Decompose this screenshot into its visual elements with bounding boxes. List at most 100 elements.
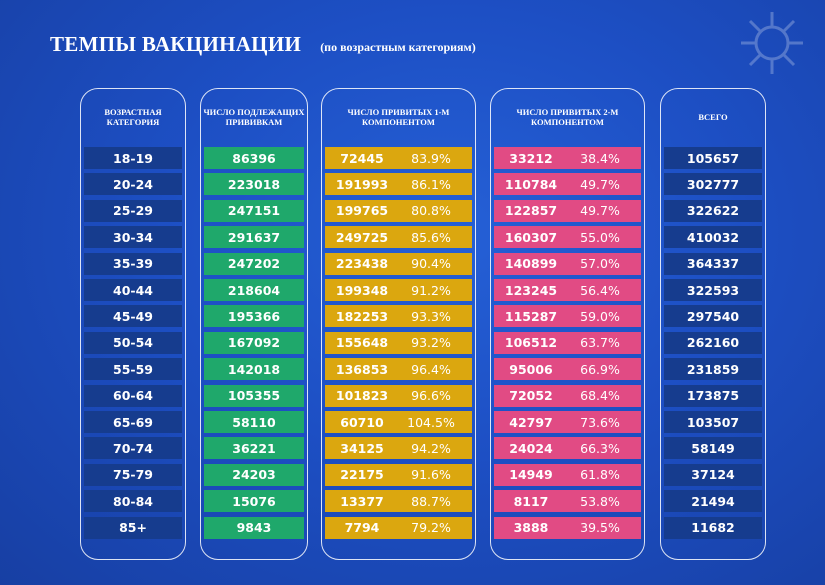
cell-first-percent: 80.8% — [411, 203, 451, 219]
cell-first: 199765 80.8% — [325, 199, 472, 222]
cell-first-percent: 91.2% — [411, 282, 451, 298]
cell-total: 364337 — [664, 252, 762, 275]
cell-second: 160307 55.0% — [494, 226, 641, 249]
cell-total: 103507 — [664, 411, 762, 433]
cell-age: 75-79 — [84, 463, 182, 486]
cell-second-percent: 68.4% — [580, 388, 620, 404]
cell-eligible: 24203 — [204, 463, 304, 486]
cell-first-count: 22175 — [340, 467, 384, 483]
cell-first: 7794 79.2% — [325, 516, 472, 539]
cell-first-percent: 96.6% — [411, 388, 451, 404]
cell-first: 182253 93.3% — [325, 305, 472, 328]
cell-second: 122857 49.7% — [494, 199, 641, 222]
column-header-first-component: ЧИСЛО ПРИВИТЫХ 1-М КОМПОНЕНТОМ — [347, 107, 450, 127]
cell-second-percent: 73.6% — [580, 414, 620, 430]
cell-total: 58149 — [664, 437, 762, 460]
cell-second-count: 24024 — [509, 440, 553, 456]
cell-second-count: 95006 — [509, 361, 553, 377]
cell-first: 13377 88.7% — [325, 490, 472, 513]
cell-second-percent: 39.5% — [580, 520, 620, 536]
cell-first: 199348 91.2% — [325, 279, 472, 301]
cell-first: 34125 94.2% — [325, 437, 472, 460]
cell-first-percent: 93.2% — [411, 335, 451, 351]
column-first-component: ЧИСЛО ПРИВИТЫХ 1-М КОМПОНЕНТОМ 72445 83.9… — [321, 88, 476, 560]
cell-first-percent: 88.7% — [411, 493, 451, 509]
cell-age: 25-29 — [84, 199, 182, 222]
cell-first-count: 223438 — [335, 256, 389, 272]
cell-second: 8117 53.8% — [494, 490, 641, 513]
cell-first-percent: 79.2% — [411, 520, 451, 536]
column-second-component: ЧИСЛО ПРИВИТЫХ 2-М КОМПОНЕНТОМ 33212 38.4… — [490, 88, 645, 560]
cell-age: 40-44 — [84, 279, 182, 301]
cell-second-count: 3888 — [513, 520, 549, 536]
column-header-second-component: ЧИСЛО ПРИВИТЫХ 2-М КОМПОНЕНТОМ — [516, 107, 619, 127]
cell-second-percent: 38.4% — [580, 150, 620, 166]
cell-first-count: 72445 — [340, 150, 384, 166]
cell-first-count: 191993 — [335, 176, 389, 192]
cell-second: 33212 38.4% — [494, 147, 641, 169]
title-row: ТЕМПЫ ВАКЦИНАЦИИ (по возрастным категори… — [50, 32, 476, 57]
cell-first-percent: 94.2% — [411, 440, 451, 456]
cell-age: 55-59 — [84, 358, 182, 381]
cell-second-count: 72052 — [509, 388, 553, 404]
cell-first-count: 199765 — [335, 203, 389, 219]
cell-first-percent: 96.4% — [411, 361, 451, 377]
cell-age: 30-34 — [84, 226, 182, 249]
cell-eligible: 195366 — [204, 305, 304, 328]
column-total: ВСЕГО 105657 302777 322622 410032 364337 3225… — [660, 88, 766, 560]
cell-first-percent: 91.6% — [411, 467, 451, 483]
cell-eligible: 15076 — [204, 490, 304, 513]
cell-first-count: 249725 — [335, 229, 389, 245]
cell-total: 105657 — [664, 147, 762, 169]
cell-total: 173875 — [664, 384, 762, 407]
cell-eligible: 223018 — [204, 173, 304, 196]
cell-second-percent: 66.9% — [580, 361, 620, 377]
cell-second-percent: 53.8% — [580, 493, 620, 509]
cell-first: 136853 96.4% — [325, 358, 472, 381]
cell-eligible: 58110 — [204, 411, 304, 433]
cell-total: 322593 — [664, 279, 762, 301]
cell-first-count: 182253 — [335, 308, 389, 324]
cell-second-percent: 63.7% — [580, 335, 620, 351]
cell-age: 70-74 — [84, 437, 182, 460]
cell-first-percent: 93.3% — [411, 308, 451, 324]
cell-second: 72052 68.4% — [494, 384, 641, 407]
cell-first-count: 101823 — [335, 388, 389, 404]
cell-age: 85+ — [84, 516, 182, 539]
page-title: ТЕМПЫ ВАКЦИНАЦИИ — [50, 32, 302, 56]
cell-second-count: 123245 — [504, 282, 558, 298]
cell-second-percent: 49.7% — [580, 203, 620, 219]
cell-second-count: 106512 — [504, 335, 558, 351]
cell-first-count: 60710 — [340, 414, 384, 430]
cell-first-count: 136853 — [335, 361, 389, 377]
cell-first-percent: 86.1% — [411, 176, 451, 192]
cell-total: 262160 — [664, 331, 762, 354]
cell-first: 155648 93.2% — [325, 331, 472, 354]
cell-age: 80-84 — [84, 490, 182, 513]
cell-second: 110784 49.7% — [494, 173, 641, 196]
cell-eligible: 247202 — [204, 252, 304, 275]
cell-eligible: 247151 — [204, 199, 304, 222]
cell-total: 11682 — [664, 516, 762, 539]
cell-second-count: 122857 — [504, 203, 558, 219]
cell-second-percent: 59.0% — [580, 308, 620, 324]
cell-second: 106512 63.7% — [494, 331, 641, 354]
cell-first-count: 34125 — [340, 440, 384, 456]
cell-first: 60710 104.5% — [325, 411, 472, 433]
cell-second-count: 115287 — [504, 308, 558, 324]
cell-total: 297540 — [664, 305, 762, 328]
cell-total: 231859 — [664, 358, 762, 381]
cell-eligible: 105355 — [204, 384, 304, 407]
cell-eligible: 218604 — [204, 279, 304, 301]
cell-age: 65-69 — [84, 411, 182, 433]
cell-total: 37124 — [664, 463, 762, 486]
cell-second: 115287 59.0% — [494, 305, 641, 328]
cell-eligible: 291637 — [204, 226, 304, 249]
cell-eligible: 86396 — [204, 147, 304, 169]
cell-first-count: 13377 — [340, 493, 384, 509]
cell-first-percent: 83.9% — [411, 150, 451, 166]
cell-age: 50-54 — [84, 331, 182, 354]
column-header-total: ВСЕГО — [698, 112, 728, 122]
cell-total: 302777 — [664, 173, 762, 196]
cell-second-percent: 55.0% — [580, 229, 620, 245]
